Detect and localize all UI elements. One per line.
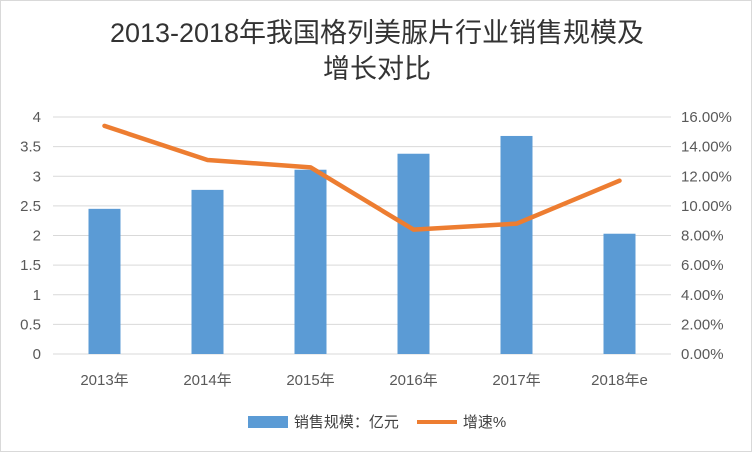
x-tick-label: 2015年: [286, 372, 334, 389]
x-tick-label: 2014年: [183, 372, 231, 389]
left-tick-label: 0.5: [20, 316, 41, 333]
left-tick-label: 4: [33, 109, 41, 126]
left-tick-label: 2.5: [20, 198, 41, 215]
bar: [500, 135, 533, 354]
left-tick-label: 3.5: [20, 139, 41, 156]
bar: [191, 189, 224, 354]
bar: [603, 233, 636, 354]
legend-label-sales: 销售规模：亿元: [293, 414, 399, 431]
legend-item-sales: 销售规模：亿元: [247, 411, 399, 432]
right-tick-label: 12.00%: [681, 168, 732, 185]
right-tick-label: 4.00%: [681, 287, 724, 304]
x-tick-label: 2018年e: [591, 372, 648, 389]
right-tick-label: 2.00%: [681, 316, 724, 333]
legend-label-growth: 增速%: [462, 414, 507, 431]
bar: [88, 208, 121, 354]
chart-title: 2013-2018年我国格列美脲片行业销售规模及 增长对比: [1, 15, 751, 87]
right-tick-label: 16.00%: [681, 109, 732, 126]
right-tick-label: 0.00%: [681, 346, 724, 363]
legend-item-growth: 增速%: [416, 411, 507, 432]
legend-swatch-line: [416, 419, 457, 424]
x-tick-label: 2017年: [492, 372, 540, 389]
bar: [397, 153, 430, 354]
left-tick-label: 2: [33, 228, 41, 245]
legend: 销售规模：亿元 增速%: [1, 411, 751, 432]
legend-swatch-bar: [247, 415, 288, 428]
bar: [294, 169, 327, 354]
title-line-1: 2013-2018年我国格列美脲片行业销售规模及: [109, 18, 645, 48]
title-line-2: 增长对比: [323, 54, 431, 84]
left-tick-label: 1: [33, 287, 41, 304]
left-tick-label: 3: [33, 168, 41, 185]
right-tick-label: 6.00%: [681, 257, 724, 274]
x-tick-label: 2016年: [389, 372, 437, 389]
growth-line: [102, 123, 622, 232]
right-tick-label: 8.00%: [681, 228, 724, 245]
left-tick-label: 0: [33, 346, 41, 363]
left-tick-label: 1.5: [20, 257, 41, 274]
x-tick-label: 2013年: [80, 372, 128, 389]
right-tick-label: 10.00%: [681, 198, 732, 215]
right-tick-label: 14.00%: [681, 139, 732, 156]
